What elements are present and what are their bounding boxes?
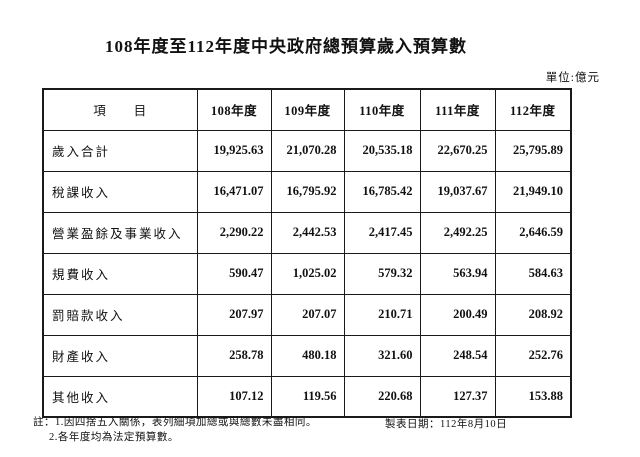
column-header-item: 項 目: [42, 88, 198, 131]
cell-value: 579.32: [343, 252, 421, 295]
cell-value: 153.88: [494, 375, 572, 418]
cell-value: 22,670.25: [419, 129, 496, 172]
cell-value: 127.37: [419, 375, 496, 418]
cell-value: 252.76: [494, 334, 572, 377]
row-label: 歲入合計: [42, 129, 198, 172]
cell-value: 2,646.59: [494, 211, 572, 254]
cell-value: 16,795.92: [270, 170, 345, 213]
row-label: 罰賠款收入: [42, 293, 198, 336]
footnote-legal-budget: 2.各年度均為法定預算數。: [49, 431, 179, 443]
table-row-fee-revenue: 規費收入 590.47 1,025.02 579.32 563.94 584.6…: [42, 252, 572, 295]
column-header-year-110: 110年度: [343, 88, 421, 131]
cell-value: 119.56: [270, 375, 345, 418]
table-row-surplus-enterprise-revenue: 營業盈餘及事業收入 2,290.22 2,442.53 2,417.45 2,4…: [42, 211, 572, 254]
cell-value: 258.78: [196, 334, 272, 377]
cell-value: 248.54: [419, 334, 496, 377]
report-date: 製表日期：112年8月10日: [385, 419, 508, 430]
cell-value: 584.63: [494, 252, 572, 295]
cell-value: 207.97: [196, 293, 272, 336]
cell-value: 2,442.53: [270, 211, 345, 254]
table-row-other-revenue: 其他收入 107.12 119.56 220.68 127.37 153.88: [42, 375, 572, 418]
cell-value: 16,785.42: [343, 170, 421, 213]
cell-value: 200.49: [419, 293, 496, 336]
footnotes: 註：1.因四捨五入關係，表列細項加總或與總數未盡相同。 2.各年度均為法定預算數…: [33, 416, 317, 445]
table-row-tax-revenue: 稅課收入 16,471.07 16,795.92 16,785.42 19,03…: [42, 170, 572, 213]
cell-value: 480.18: [270, 334, 345, 377]
cell-value: 2,290.22: [196, 211, 272, 254]
cell-value: 207.07: [270, 293, 345, 336]
cell-value: 220.68: [343, 375, 421, 418]
row-label: 財產收入: [42, 334, 198, 377]
cell-value: 590.47: [196, 252, 272, 295]
cell-value: 107.12: [196, 375, 272, 418]
column-header-year-112: 112年度: [494, 88, 572, 131]
row-label: 其他收入: [42, 375, 198, 418]
cell-value: 21,070.28: [270, 129, 345, 172]
table-row-total-revenue: 歲入合計 19,925.63 21,070.28 20,535.18 22,67…: [42, 129, 572, 172]
cell-value: 20,535.18: [343, 129, 421, 172]
cell-value: 16,471.07: [196, 170, 272, 213]
cell-value: 563.94: [419, 252, 496, 295]
cell-value: 21,949.10: [494, 170, 572, 213]
column-header-year-109: 109年度: [270, 88, 345, 131]
budget-table: 項 目 108年度 109年度 110年度 111年度 112年度 歲入合計 1…: [42, 88, 572, 418]
cell-value: 210.71: [343, 293, 421, 336]
row-label: 規費收入: [42, 252, 198, 295]
cell-value: 1,025.02: [270, 252, 345, 295]
row-label: 營業盈餘及事業收入: [42, 211, 198, 254]
table-row-fines-indemnities-revenue: 罰賠款收入 207.97 207.07 210.71 200.49 208.92: [42, 293, 572, 336]
column-header-year-111: 111年度: [419, 88, 496, 131]
cell-value: 2,492.25: [419, 211, 496, 254]
cell-value: 2,417.45: [343, 211, 421, 254]
unit-label: 單位:億元: [545, 72, 600, 84]
cell-value: 19,925.63: [196, 129, 272, 172]
column-header-year-108: 108年度: [196, 88, 272, 131]
row-label: 稅課收入: [42, 170, 198, 213]
cell-value: 321.60: [343, 334, 421, 377]
cell-value: 25,795.89: [494, 129, 572, 172]
footnote-rounding: 註：1.因四捨五入關係，表列細項加總或與總數未盡相同。: [33, 417, 317, 428]
page-title: 108年度至112年度中央政府總預算歲入預算數: [104, 37, 468, 56]
table-row-property-revenue: 財產收入 258.78 480.18 321.60 248.54 252.76: [42, 334, 572, 377]
table-header-row: 項 目 108年度 109年度 110年度 111年度 112年度: [42, 88, 572, 131]
cell-value: 208.92: [494, 293, 572, 336]
cell-value: 19,037.67: [419, 170, 496, 213]
